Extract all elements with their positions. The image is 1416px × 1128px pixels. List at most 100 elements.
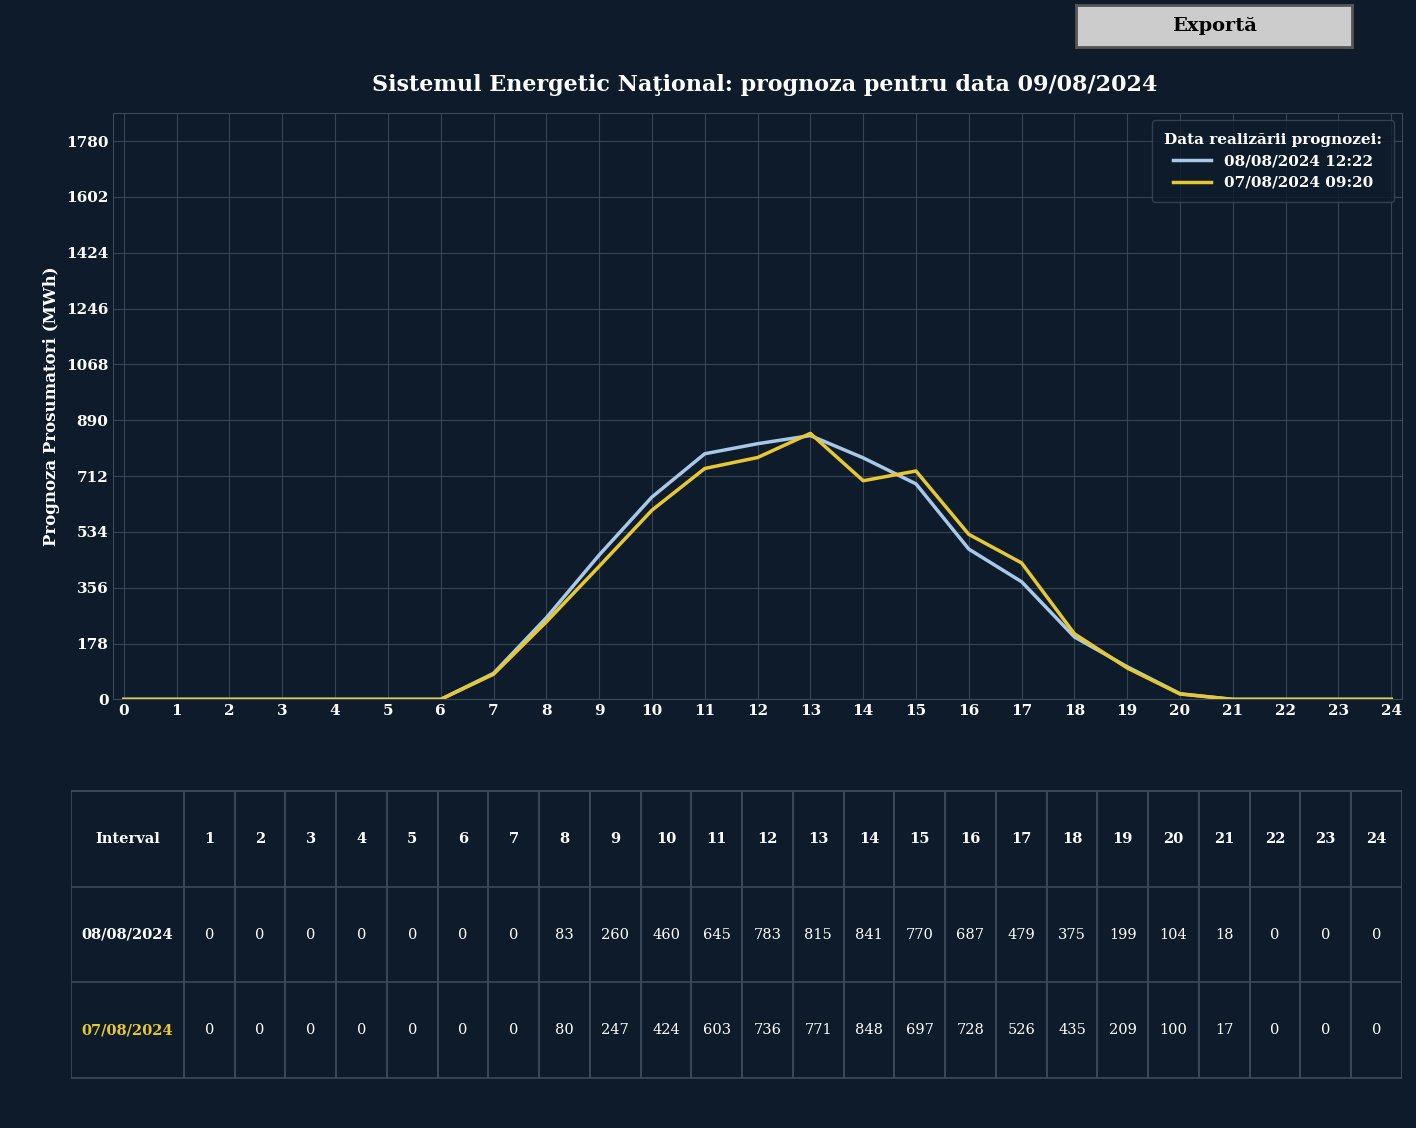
07/08/2024 09:20 (749, 451, 766, 465)
07/08/2024 09:20 (1012, 556, 1029, 570)
Text: 247: 247 (602, 1023, 629, 1038)
Text: 771: 771 (804, 1023, 833, 1038)
Text: 424: 424 (653, 1023, 680, 1038)
Text: 0: 0 (255, 927, 265, 942)
07/08/2024 09:20 (379, 693, 396, 706)
Bar (71, 791, 1402, 1078)
07/08/2024 09:20 (590, 559, 607, 573)
08/08/2024 12:22 (273, 693, 290, 706)
Text: 13: 13 (809, 831, 828, 846)
08/08/2024 12:22 (379, 693, 396, 706)
07/08/2024 09:20 (1277, 693, 1294, 706)
Text: 0: 0 (357, 927, 367, 942)
Text: 20: 20 (1164, 831, 1184, 846)
07/08/2024 09:20 (432, 693, 449, 706)
Text: 100: 100 (1160, 1023, 1188, 1038)
Text: 460: 460 (651, 927, 680, 942)
Text: 16: 16 (960, 831, 981, 846)
Text: 5: 5 (408, 831, 418, 846)
Text: 0: 0 (459, 927, 467, 942)
08/08/2024 12:22 (432, 693, 449, 706)
Text: 0: 0 (205, 927, 214, 942)
08/08/2024 12:22 (960, 543, 977, 556)
07/08/2024 09:20 (1066, 627, 1083, 641)
Text: 479: 479 (1007, 927, 1035, 942)
08/08/2024 12:22 (643, 491, 660, 504)
08/08/2024 12:22 (1330, 693, 1347, 706)
07/08/2024 09:20 (169, 693, 185, 706)
08/08/2024 12:22 (855, 451, 872, 465)
08/08/2024 12:22 (1171, 687, 1188, 700)
Text: 4: 4 (357, 831, 367, 846)
Text: 18: 18 (1062, 831, 1082, 846)
Text: 0: 0 (459, 1023, 467, 1038)
07/08/2024 09:20 (908, 465, 925, 478)
07/08/2024 09:20 (538, 615, 555, 628)
08/08/2024 12:22 (169, 693, 185, 706)
Text: 14: 14 (860, 831, 879, 846)
Text: 0: 0 (306, 927, 316, 942)
Text: 783: 783 (753, 927, 782, 942)
Text: 07/08/2024: 07/08/2024 (82, 1023, 173, 1038)
Text: Exportă: Exportă (1171, 17, 1257, 35)
Line: 08/08/2024 12:22: 08/08/2024 12:22 (123, 435, 1392, 699)
Text: 1: 1 (204, 831, 214, 846)
Text: 0: 0 (408, 1023, 416, 1038)
Text: 12: 12 (758, 831, 777, 846)
Text: 7: 7 (508, 831, 518, 846)
Text: 0: 0 (205, 1023, 214, 1038)
Text: 728: 728 (957, 1023, 984, 1038)
Line: 07/08/2024 09:20: 07/08/2024 09:20 (123, 433, 1392, 699)
Text: 0: 0 (1270, 927, 1280, 942)
08/08/2024 12:22 (1383, 693, 1400, 706)
07/08/2024 09:20 (273, 693, 290, 706)
Text: 9: 9 (610, 831, 620, 846)
07/08/2024 09:20 (1383, 693, 1400, 706)
Text: 209: 209 (1109, 1023, 1137, 1038)
Text: 0: 0 (255, 1023, 265, 1038)
Text: 17: 17 (1011, 831, 1031, 846)
07/08/2024 09:20 (1171, 687, 1188, 700)
Text: 848: 848 (855, 1023, 884, 1038)
Text: 10: 10 (656, 831, 677, 846)
08/08/2024 12:22 (115, 693, 132, 706)
08/08/2024 12:22 (327, 693, 344, 706)
07/08/2024 09:20 (697, 461, 714, 475)
08/08/2024 12:22 (221, 693, 238, 706)
Text: 18: 18 (1215, 927, 1233, 942)
08/08/2024 12:22 (1277, 693, 1294, 706)
Text: 0: 0 (1372, 927, 1381, 942)
Legend: 08/08/2024 12:22, 07/08/2024 09:20: 08/08/2024 12:22, 07/08/2024 09:20 (1151, 121, 1395, 202)
Text: 15: 15 (909, 831, 930, 846)
07/08/2024 09:20 (327, 693, 344, 706)
08/08/2024 12:22 (538, 611, 555, 625)
Text: 104: 104 (1160, 927, 1188, 942)
Text: 770: 770 (906, 927, 933, 942)
Text: 2: 2 (255, 831, 265, 846)
Text: 0: 0 (1372, 1023, 1381, 1038)
08/08/2024 12:22 (697, 447, 714, 460)
Text: 603: 603 (702, 1023, 731, 1038)
Text: 3: 3 (306, 831, 316, 846)
08/08/2024 12:22 (801, 429, 818, 442)
07/08/2024 09:20 (115, 693, 132, 706)
08/08/2024 12:22 (590, 548, 607, 562)
Text: 0: 0 (1270, 1023, 1280, 1038)
Text: 0: 0 (1321, 1023, 1331, 1038)
07/08/2024 09:20 (486, 668, 503, 681)
07/08/2024 09:20 (221, 693, 238, 706)
Text: 0: 0 (510, 927, 518, 942)
Text: 0: 0 (1321, 927, 1331, 942)
Text: 8: 8 (559, 831, 569, 846)
Text: 0: 0 (510, 1023, 518, 1038)
08/08/2024 12:22 (1119, 660, 1136, 673)
08/08/2024 12:22 (1012, 575, 1029, 589)
Text: Interval: Interval (95, 831, 160, 846)
08/08/2024 12:22 (1225, 693, 1242, 706)
08/08/2024 12:22 (749, 437, 766, 450)
Y-axis label: Prognoza Prosumatori (MWh): Prognoza Prosumatori (MWh) (44, 266, 61, 546)
07/08/2024 09:20 (1225, 693, 1242, 706)
Text: 19: 19 (1113, 831, 1133, 846)
07/08/2024 09:20 (960, 528, 977, 541)
Text: 736: 736 (753, 1023, 782, 1038)
